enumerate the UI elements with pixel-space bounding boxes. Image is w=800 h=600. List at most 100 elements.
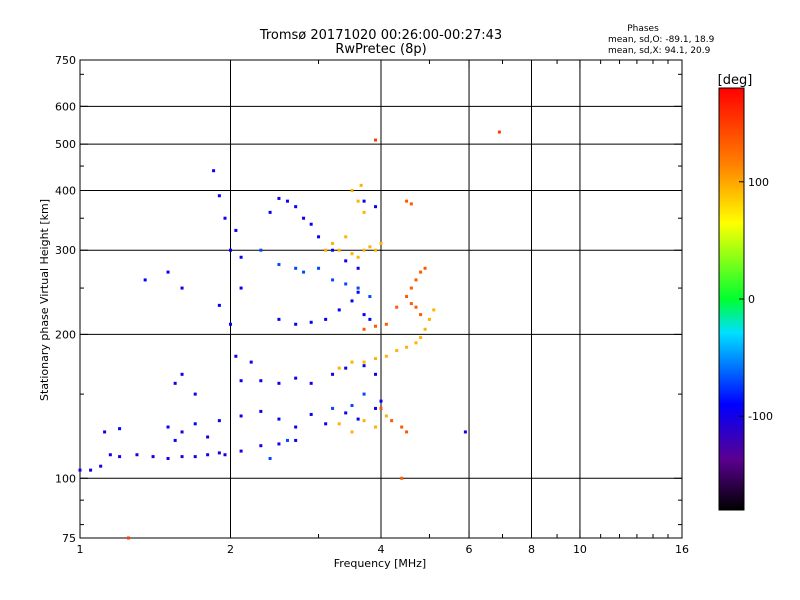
data-point [419, 336, 423, 340]
data-point [285, 438, 289, 442]
data-point [135, 453, 139, 457]
data-point [362, 210, 366, 214]
data-point [143, 278, 147, 282]
data-point [89, 468, 93, 472]
data-point [356, 286, 360, 290]
data-point [331, 372, 335, 376]
data-point [294, 425, 298, 429]
axis-ticks: 1 2 4 6 8 10 16 75 100 200 300 400 500 600 750 [55, 54, 689, 556]
data-point [384, 322, 388, 326]
data-point [239, 379, 243, 383]
data-point [374, 324, 378, 328]
data-point [379, 241, 383, 245]
data-point [374, 406, 378, 410]
data-point [350, 252, 354, 256]
data-point [331, 241, 335, 245]
data-point [217, 194, 221, 198]
series-group [103, 399, 467, 442]
data-point [277, 381, 281, 385]
data-point [427, 317, 431, 321]
data-point [497, 130, 501, 134]
chart-subtitle: RwPretec (8p) [335, 42, 426, 57]
data-point [350, 299, 354, 303]
y-tick-label: 400 [55, 184, 76, 197]
data-point [239, 449, 243, 453]
y-tick-label: 100 [55, 472, 76, 485]
data-point [302, 270, 306, 274]
data-point [302, 216, 306, 220]
data-point [229, 322, 232, 326]
data-point [374, 425, 378, 429]
data-point [337, 422, 341, 426]
data-point [173, 438, 177, 442]
data-point [309, 222, 313, 226]
data-point [356, 290, 360, 294]
data-point [118, 427, 122, 431]
chart-title: Tromsø 20171020 00:26:00-00:27:43 [259, 28, 502, 43]
data-point [362, 199, 366, 203]
data-point [294, 322, 298, 326]
data-point [259, 409, 263, 413]
data-point [277, 442, 281, 446]
data-point [317, 266, 321, 270]
series-group [173, 354, 378, 396]
data-point [277, 417, 281, 421]
x-tick-label: 2 [227, 543, 234, 556]
data-point [193, 455, 197, 459]
data-point [374, 357, 378, 361]
data-point [78, 468, 82, 472]
data-point [99, 464, 103, 468]
data-point [193, 392, 197, 396]
x-tick-label: 6 [466, 543, 473, 556]
data-point [234, 354, 238, 358]
data-point [419, 313, 423, 317]
series-group [362, 199, 427, 480]
data-point [368, 245, 372, 249]
y-axis-label: Stationary phase Virtual Height [km] [38, 199, 51, 401]
data-point [344, 235, 348, 239]
series-group [324, 183, 436, 434]
data-point [362, 360, 366, 364]
data-point [118, 455, 122, 459]
data-point [166, 456, 170, 460]
legend-o-mode-stats: mean, sd,O: -89.1, 18.9 [608, 35, 715, 45]
data-point [309, 412, 313, 416]
data-point [350, 188, 354, 192]
data-point [409, 302, 413, 306]
data-point [126, 536, 130, 540]
y-tick-label: 500 [55, 138, 76, 151]
data-point [463, 430, 467, 434]
data-point [400, 476, 404, 480]
data-point [423, 327, 427, 331]
data-point [259, 379, 263, 383]
x-axis-label: Frequency [MHz] [334, 557, 426, 570]
colorbar-tick-label: 100 [748, 176, 769, 189]
data-point [108, 453, 112, 457]
data-point [432, 308, 436, 312]
data-point [368, 295, 372, 299]
data-point [344, 366, 348, 370]
data-point [180, 372, 184, 376]
data-point [362, 313, 366, 317]
data-point [223, 216, 227, 220]
data-point [268, 456, 272, 460]
data-point [374, 205, 378, 209]
data-point [103, 430, 107, 434]
data-point [166, 270, 170, 274]
data-point [362, 327, 366, 331]
data-point [362, 248, 366, 252]
data-point [359, 183, 363, 187]
data-point [419, 270, 423, 274]
data-point [309, 320, 313, 324]
data-point [395, 305, 399, 309]
data-point [409, 202, 413, 206]
y-tick-label: 75 [62, 532, 76, 545]
data-point [423, 266, 427, 270]
data-point [344, 282, 348, 286]
colorbar-tick-label: -100 [748, 410, 773, 423]
data-point [384, 414, 388, 418]
data-point [206, 435, 210, 439]
data-point [374, 248, 378, 252]
legend-x-mode-stats: mean, sd,X: 94.1, 20.9 [608, 46, 711, 56]
